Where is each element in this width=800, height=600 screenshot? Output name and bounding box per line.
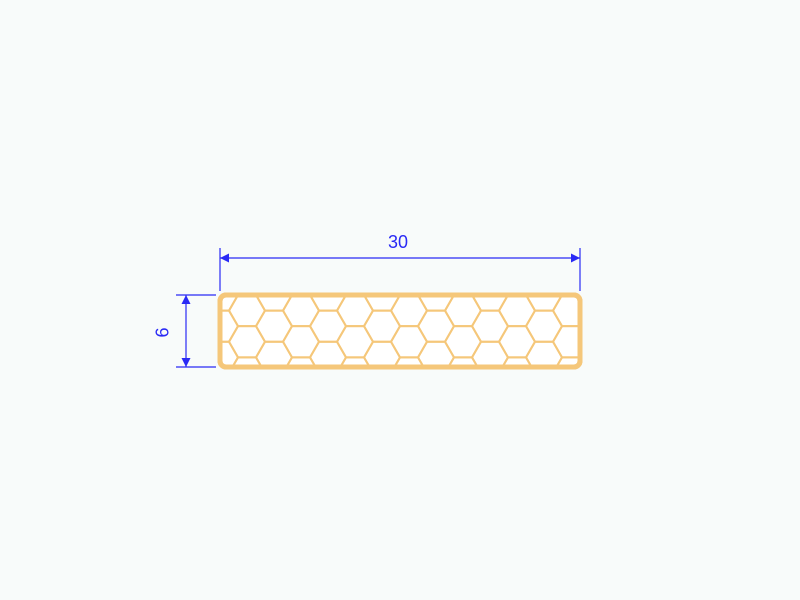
height-dimension-label: 6 — [153, 327, 174, 337]
drawing-canvas: 30 6 — [0, 0, 800, 600]
drawing-svg — [0, 0, 800, 600]
width-dimension-label: 30 — [388, 232, 408, 253]
